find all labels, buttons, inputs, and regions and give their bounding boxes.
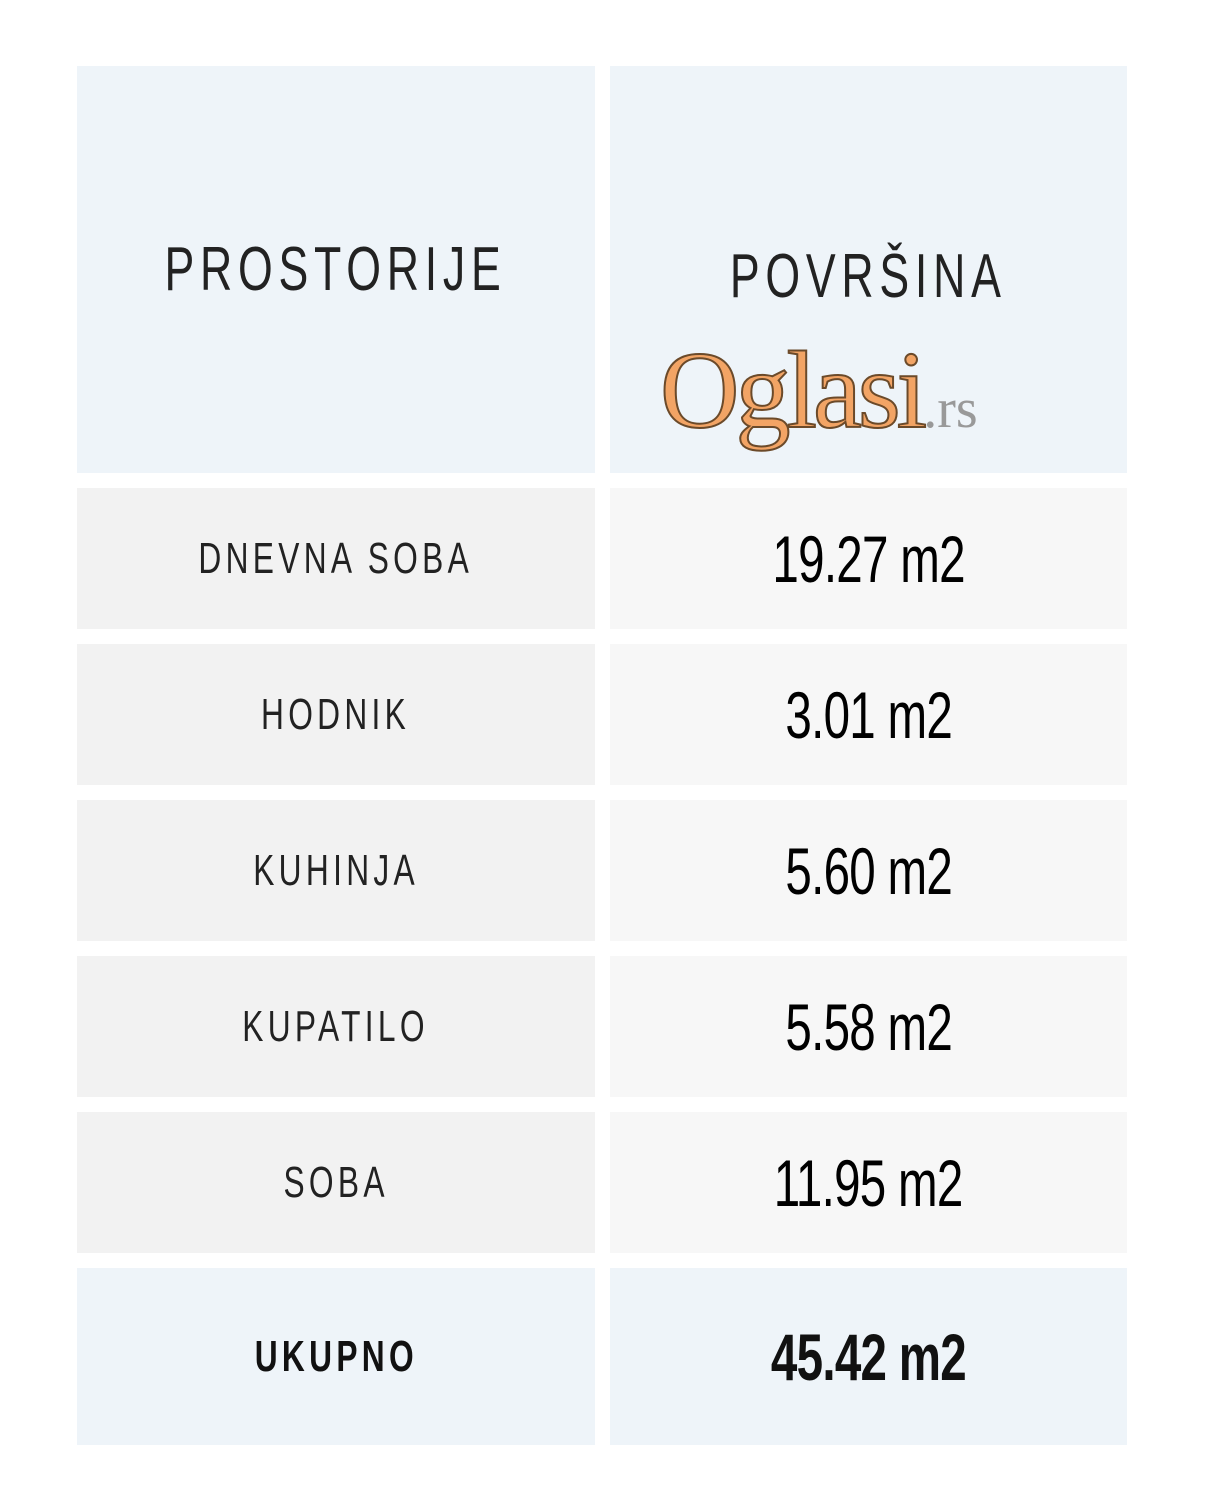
room-name: SOBA (283, 1157, 389, 1207)
table-row-area: 3.01 m2 (610, 644, 1127, 785)
header-rooms-label: PROSTORIJE (164, 235, 508, 304)
room-name: DNEVNA SOBA (198, 533, 474, 583)
room-area: 3.01 m2 (785, 677, 952, 752)
room-area: 5.58 m2 (785, 989, 952, 1064)
room-area: 19.27 m2 (772, 521, 965, 596)
room-name: HODNIK (261, 689, 411, 739)
watermark-logo: Oglasi.rs (659, 334, 978, 446)
header-area-label: POVRŠINA (730, 242, 1007, 311)
table-row-area: 5.60 m2 (610, 800, 1127, 941)
total-label-cell: UKUPNO (77, 1268, 595, 1445)
room-area: 11.95 m2 (774, 1145, 964, 1220)
watermark-text: Oglasi (659, 329, 928, 451)
table-row-area: 11.95 m2 (610, 1112, 1127, 1253)
table-row-area: 19.27 m2 (610, 488, 1127, 629)
table-row-room: SOBA (77, 1112, 595, 1253)
table-row-room: KUHINJA (77, 800, 595, 941)
table-row-room: KUPATILO (77, 956, 595, 1097)
table-row-area: 5.58 m2 (610, 956, 1127, 1097)
room-area: 5.60 m2 (785, 833, 952, 908)
header-rooms: PROSTORIJE (77, 66, 595, 473)
table-row-room: DNEVNA SOBA (77, 488, 595, 629)
room-name: KUPATILO (242, 1001, 430, 1051)
total-area-cell: 45.42 m2 (610, 1268, 1127, 1445)
total-label: UKUPNO (254, 1331, 418, 1381)
room-name: KUHINJA (253, 845, 419, 895)
table-row-room: HODNIK (77, 644, 595, 785)
total-area: 45.42 m2 (770, 1319, 967, 1394)
header-area: POVRŠINA (610, 66, 1127, 473)
watermark-suffix: .rs (923, 378, 978, 440)
